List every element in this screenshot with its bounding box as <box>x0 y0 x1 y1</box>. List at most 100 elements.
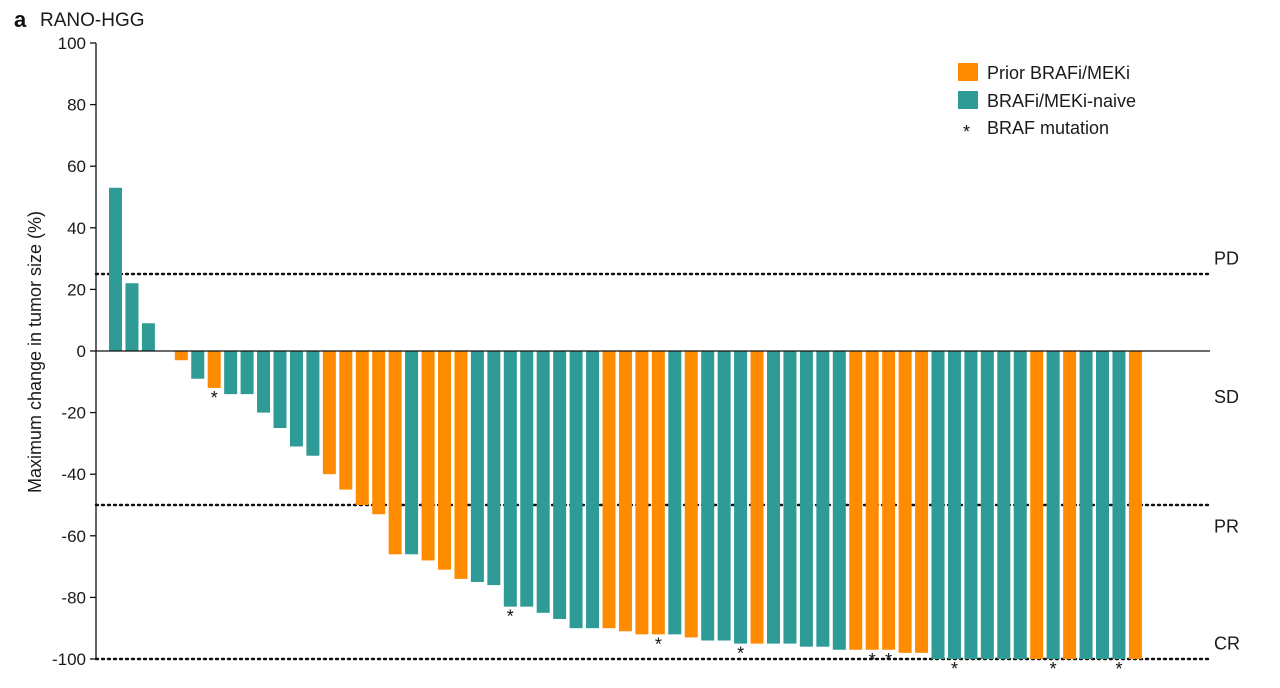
bar <box>1112 351 1126 659</box>
bar <box>339 351 353 490</box>
bar <box>109 187 122 351</box>
bar <box>224 351 238 395</box>
bar <box>355 351 369 505</box>
threshold-label-sd: SD <box>1214 387 1239 407</box>
legend-label-naive: BRAFi/MEKi-naive <box>987 91 1136 111</box>
bar <box>832 351 846 650</box>
bar <box>997 351 1011 659</box>
bar <box>865 351 879 650</box>
bar <box>750 351 764 644</box>
bar <box>553 351 567 619</box>
braf-mutation-star-icon: * <box>507 607 514 627</box>
bar <box>717 351 731 641</box>
y-tick-label: 80 <box>67 96 86 115</box>
bar <box>454 351 468 579</box>
bar <box>1079 351 1093 659</box>
bar <box>125 283 139 351</box>
bar <box>668 351 682 635</box>
legend-swatch-prior <box>958 63 978 81</box>
legend-label-prior: Prior BRAFi/MEKi <box>987 63 1130 83</box>
legend-swatch-naive <box>958 91 978 109</box>
legend: Prior BRAFi/MEKi BRAFi/MEKi-naive * BRAF… <box>958 63 1136 142</box>
bar <box>734 351 748 644</box>
bar <box>1030 351 1044 659</box>
bar <box>207 351 221 388</box>
bar <box>405 351 419 555</box>
threshold-label-pd: PD <box>1214 249 1239 269</box>
y-tick-label: 0 <box>77 342 86 361</box>
y-tick-label: -80 <box>61 588 86 607</box>
mutation-markers: * * * * * * * * * <box>211 388 1123 679</box>
y-tick-label: -60 <box>61 527 86 546</box>
braf-mutation-star-icon: * <box>737 644 744 664</box>
braf-mutation-star-icon: * <box>869 650 876 670</box>
bar <box>849 351 863 650</box>
bar <box>141 323 155 351</box>
bar <box>503 351 517 607</box>
y-tick-label: 60 <box>67 157 86 176</box>
y-axis: 100 80 60 40 20 0 -20 -40 -60 -80 -100 <box>52 34 1210 669</box>
bar <box>1096 351 1109 659</box>
bar <box>635 351 649 635</box>
bar <box>438 351 451 570</box>
bar <box>289 351 303 447</box>
bars-group <box>109 187 1142 659</box>
bar <box>882 351 896 650</box>
braf-mutation-star-icon: * <box>1050 659 1057 679</box>
braf-mutation-star-icon: * <box>211 388 218 408</box>
bar <box>520 351 534 607</box>
bar <box>898 351 912 653</box>
y-tick-label: -100 <box>52 650 86 669</box>
bar <box>816 351 830 647</box>
bar <box>470 351 484 582</box>
bar <box>931 351 945 659</box>
bar <box>536 351 550 613</box>
bar <box>783 351 797 644</box>
bar <box>1128 351 1142 659</box>
threshold-label-pr: PR <box>1214 517 1239 537</box>
bar <box>306 351 320 456</box>
bar <box>174 351 188 361</box>
bar <box>322 351 336 475</box>
bar <box>191 351 205 379</box>
y-tick-label: -20 <box>61 404 86 423</box>
panel-title: RANO-HGG <box>40 10 145 31</box>
bar <box>487 351 501 586</box>
bar <box>257 351 271 413</box>
bar <box>421 351 435 561</box>
bar <box>915 351 929 653</box>
panel-letter: a <box>14 7 27 32</box>
bar <box>618 351 632 632</box>
bar <box>372 351 386 515</box>
y-tick-label: 40 <box>67 219 86 238</box>
bar <box>964 351 978 659</box>
bar <box>388 351 402 555</box>
bar <box>586 351 600 629</box>
braf-mutation-star-icon: * <box>885 650 892 670</box>
y-tick-label: -40 <box>61 465 86 484</box>
bar <box>684 351 698 638</box>
legend-star-icon: * <box>963 122 970 142</box>
bar <box>947 351 961 659</box>
braf-mutation-star-icon: * <box>951 659 958 679</box>
bar <box>767 351 780 644</box>
y-tick-label: 100 <box>58 34 86 53</box>
y-tick-label: 20 <box>67 280 86 299</box>
bar <box>799 351 813 647</box>
bar <box>1046 351 1060 659</box>
bar <box>240 351 254 395</box>
bar <box>701 351 715 641</box>
braf-mutation-star-icon: * <box>1115 659 1122 679</box>
bar <box>602 351 616 629</box>
threshold-label-cr: CR <box>1214 634 1240 654</box>
bar <box>651 351 665 635</box>
bar <box>980 351 994 659</box>
braf-mutation-star-icon: * <box>655 634 662 654</box>
threshold-labels: PD SD PR CR <box>1214 249 1240 654</box>
bar <box>569 351 583 629</box>
y-axis-title: Maximum change in tumor size (%) <box>25 211 45 493</box>
bar <box>1063 351 1077 659</box>
bar <box>1013 351 1027 659</box>
legend-label-mutation: BRAF mutation <box>987 118 1109 138</box>
